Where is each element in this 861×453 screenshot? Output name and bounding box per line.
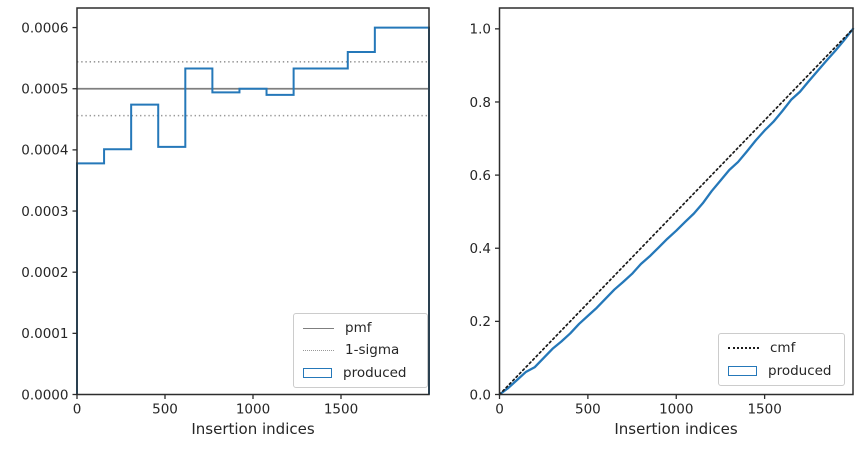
x-tick-label: 1000 bbox=[236, 402, 270, 418]
pmf-line-icon bbox=[303, 327, 334, 329]
x-tick-label: 1500 bbox=[747, 402, 781, 418]
y-tick-label: 0.6 bbox=[470, 168, 491, 184]
legend-item-cmf: cmf bbox=[728, 340, 835, 356]
y-tick-label: 0.0004 bbox=[21, 143, 68, 159]
y-tick-label: 0.0006 bbox=[21, 20, 68, 36]
sigma-dotted-line-icon bbox=[303, 349, 334, 351]
y-tick-label: 0.0003 bbox=[21, 204, 68, 220]
cmf-legend-label: cmf bbox=[770, 340, 796, 357]
y-tick-label: 0.0002 bbox=[21, 265, 68, 281]
legend-item-produced-right: produced bbox=[728, 363, 835, 379]
x-tick-label: 1000 bbox=[659, 402, 693, 418]
y-tick-label: 0.8 bbox=[470, 95, 491, 111]
y-tick-label: 0.2 bbox=[470, 314, 491, 330]
legend-item-pmf: pmf bbox=[303, 320, 418, 336]
left-xaxis-label: Insertion indices bbox=[191, 420, 315, 438]
legend-item-produced-left: produced bbox=[303, 365, 418, 381]
right-axes-box bbox=[498, 7, 854, 396]
cmf-dotted-line-icon bbox=[728, 347, 759, 350]
produced-line bbox=[498, 27, 855, 396]
x-tick-label: 0 bbox=[73, 402, 82, 418]
produced-legend-label-left: produced bbox=[343, 364, 407, 381]
produced-step-line bbox=[76, 26, 430, 395]
sigma-legend-label: 1-sigma bbox=[345, 342, 400, 359]
y-tick-label: 1.0 bbox=[470, 22, 491, 38]
produced-swatch-icon bbox=[728, 365, 757, 376]
y-tick-label: 0.0000 bbox=[21, 387, 68, 403]
produced-legend-label-right: produced bbox=[768, 362, 832, 379]
x-tick-label: 1500 bbox=[324, 402, 358, 418]
x-tick-label: 0 bbox=[495, 402, 504, 418]
x-tick-label: 500 bbox=[575, 402, 601, 418]
left-legend: pmf 1-sigma produced bbox=[293, 313, 428, 388]
y-tick-label: 0.0001 bbox=[21, 326, 68, 342]
x-tick-label: 500 bbox=[152, 402, 178, 418]
y-tick-label: 0.0005 bbox=[21, 82, 68, 98]
right-xaxis-label: Insertion indices bbox=[614, 420, 738, 438]
right-legend: cmf produced bbox=[718, 333, 845, 386]
y-tick-label: 0.0 bbox=[470, 387, 491, 403]
cmf-line bbox=[498, 27, 854, 396]
y-tick-label: 0.4 bbox=[470, 241, 491, 257]
left-axes-box bbox=[76, 7, 430, 396]
pmf-legend-label: pmf bbox=[345, 320, 372, 337]
legend-item-sigma: 1-sigma bbox=[303, 342, 418, 358]
produced-swatch-icon bbox=[303, 367, 332, 378]
